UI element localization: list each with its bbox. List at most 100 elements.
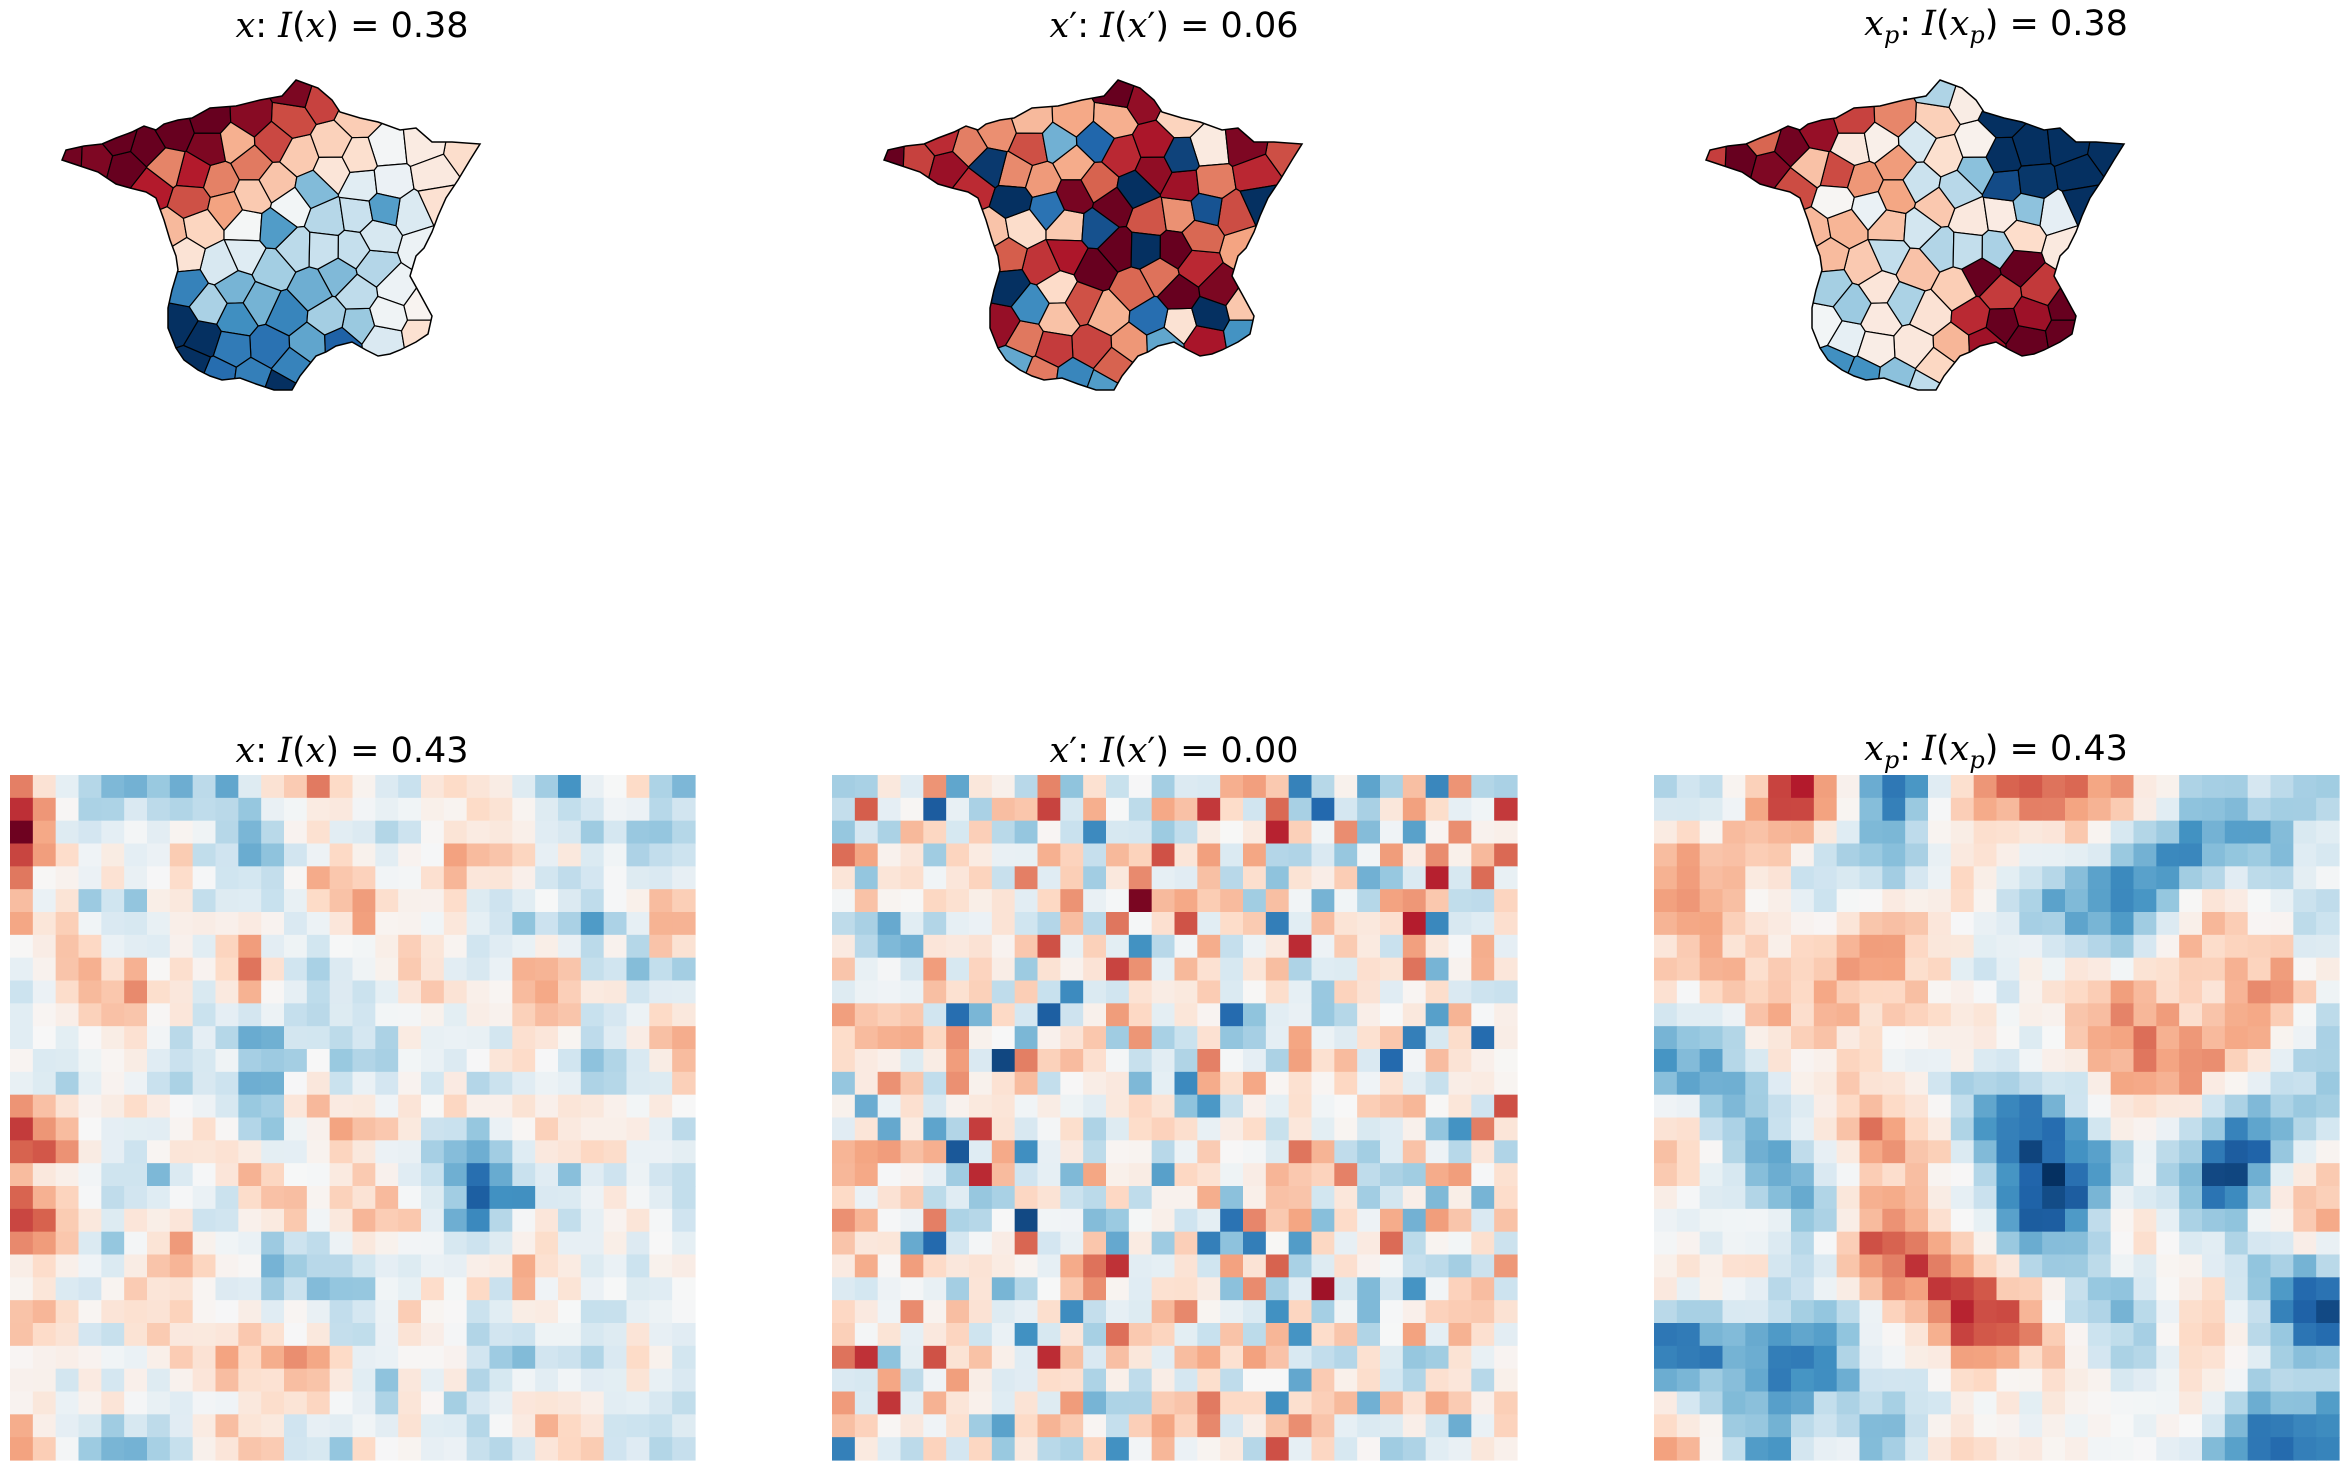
heatmap-cell [375,912,399,936]
heatmap-cell [1402,1117,1427,1141]
heatmap-cell [1928,1391,1952,1415]
heatmap-cell [2133,866,2157,890]
heatmap-cell [101,1323,125,1347]
heatmap-cell [284,1117,308,1141]
heatmap-cell [1311,1186,1335,1210]
heatmap-cell [1494,1208,1518,1233]
heatmap-cell [1996,934,2020,959]
heatmap-cell [421,1026,445,1050]
heatmap-cell [2179,1414,2203,1438]
heatmap-cell [1905,797,1929,822]
heatmap-cell [558,1300,582,1324]
heatmap-cell [512,1140,536,1164]
heatmap-cell [443,912,468,936]
heatmap-cell [2087,1414,2112,1438]
heatmap-cell [1699,1186,1724,1210]
heatmap-cell [1311,1026,1335,1050]
heatmap-cell [969,1231,993,1256]
heatmap-cell [991,775,1016,799]
heatmap-cell [991,1094,1016,1119]
heatmap-cell [1768,957,1792,982]
heatmap-cell [1448,820,1472,845]
heatmap-cell [489,934,513,959]
heatmap-cell [1197,1026,1221,1050]
heatmap-cell [489,1208,513,1233]
heatmap-cell [1996,957,2020,982]
heatmap-cell [192,1117,217,1141]
heatmap-cell [1676,1300,1701,1324]
heatmap-cell [2293,980,2317,1004]
heatmap-cell [672,1323,696,1347]
heatmap-cell [1060,1437,1084,1461]
heatmap-cell [2065,1231,2089,1256]
heatmap-cell [1996,1414,2020,1438]
heatmap-cell [1768,1117,1792,1141]
heatmap-cell [512,843,536,867]
heatmap-cell [535,889,559,913]
heatmap-cell [443,1208,468,1233]
heatmap-cell [900,957,924,982]
heatmap-cell [1654,843,1678,867]
heatmap-cell [2156,866,2180,890]
heatmap-cell [1265,843,1290,867]
heatmap-cell [55,775,80,799]
heatmap-cell [2293,1414,2317,1438]
heatmap-cell [284,934,308,959]
heatmap-cell [261,1026,285,1050]
heatmap-cell [1768,1071,1792,1096]
heatmap-cell [2042,1300,2066,1324]
heatmap-cell [1494,1323,1518,1347]
department-region [373,162,415,200]
heatmap-cell [1654,1391,1678,1415]
heatmap-cell [2202,1208,2226,1233]
heatmap-cell [1288,775,1313,799]
heatmap-cell [101,1300,125,1324]
heatmap-cell [10,1163,34,1187]
heatmap-cell [1745,1231,1769,1256]
heatmap-cell [1905,775,1929,799]
heatmap-cell [101,1277,125,1301]
heatmap-cell [580,775,605,799]
heatmap-cell [672,912,696,936]
department-region [884,205,1010,293]
heatmap-cell [1265,820,1290,845]
heatmap-cell [2133,1186,2157,1210]
heatmap-cell [1950,1254,1975,1278]
heatmap-cell [1813,1186,1838,1210]
heatmap-cell [991,1208,1016,1233]
heatmap-cell [2179,1163,2203,1187]
heatmap-cell [2110,1094,2135,1119]
heatmap-cell [101,1071,125,1096]
heatmap-cell [1973,1094,1998,1119]
heatmap-cell [421,1186,445,1210]
heatmap-cell [1836,1323,1861,1347]
heatmap-cell [2087,1094,2112,1119]
heatmap-cell [1882,1071,1906,1096]
heatmap-cell [421,889,445,913]
heatmap-cell [580,1117,605,1141]
heatmap-cell [443,1186,468,1210]
heatmap-cell [2270,912,2294,936]
heatmap-cell [900,1094,924,1119]
heatmap-cell [2247,1323,2272,1347]
heatmap-cell [877,1391,902,1415]
heatmap-cell [2179,1117,2203,1141]
heatmap-cell [489,775,513,799]
heatmap-cell [1676,912,1701,936]
heatmap-cell [1151,1231,1176,1256]
heatmap-cell [1654,1094,1678,1119]
heatmap-cell [832,1071,856,1096]
heatmap-cell [1836,934,1861,959]
heatmap-cell [1791,797,1815,822]
heatmap-cell [2156,1163,2180,1187]
heatmap-cell [1083,1345,1107,1370]
heatmap-cell [1106,1186,1130,1210]
heatmap-cell [1676,1186,1701,1210]
heatmap-cell [1654,797,1678,822]
heatmap-cell [2224,912,2249,936]
heatmap-cell [1220,934,1244,959]
heatmap-cell [1243,775,1267,799]
heatmap-cell [284,1368,308,1393]
heatmap-cell [1494,912,1518,936]
heatmap-cell [147,1208,171,1233]
